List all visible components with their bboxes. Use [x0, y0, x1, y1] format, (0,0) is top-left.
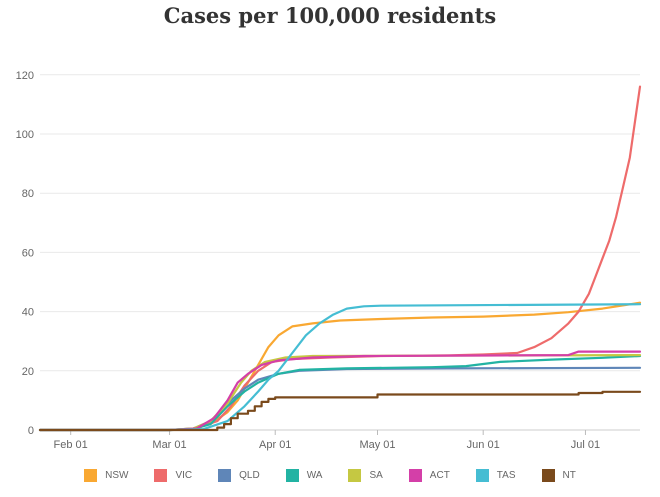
legend: NSW VIC QLD WA SA ACT TAS NT: [0, 469, 660, 482]
series-line-nsw: [38, 301, 642, 432]
legend-item-vic: VIC: [154, 469, 192, 482]
legend-swatch: [408, 469, 422, 482]
chart-title: Cases per 100,000 residents: [163, 3, 497, 28]
series-line-sa: [38, 354, 642, 432]
x-tick-label: Apr 01: [259, 439, 291, 451]
series-line-nt: [38, 390, 642, 432]
legend-item-sa: SA: [348, 469, 383, 482]
gridlines: [40, 74, 640, 431]
legend-item-wa: WA: [285, 469, 323, 482]
x-tick-label: May 01: [359, 439, 395, 451]
series-line-qld: [38, 366, 642, 432]
legend-label: NSW: [105, 470, 129, 481]
x-axis-ticks: Feb 01 Mar 01 Apr 01 May 01 Jun 01 Jul 01: [54, 430, 600, 451]
legend-swatch: [285, 469, 299, 482]
legend-item-qld: QLD: [218, 469, 260, 482]
legend-item-tas: TAS: [475, 469, 516, 482]
series-line-vic: [38, 85, 642, 432]
y-tick-label: 0: [28, 425, 34, 437]
y-tick-label: 40: [22, 307, 34, 319]
y-tick-label: 80: [22, 188, 34, 200]
x-tick-label: Mar 01: [152, 439, 186, 451]
series-lines: [38, 85, 642, 432]
legend-swatch: [541, 469, 555, 482]
y-tick-label: 60: [22, 247, 34, 259]
x-tick-label: Jun 01: [467, 439, 500, 451]
legend-swatch: [475, 469, 489, 482]
x-tick-label: Feb 01: [54, 439, 88, 451]
legend-label: QLD: [239, 470, 260, 481]
y-tick-label: 20: [22, 366, 34, 378]
series-line-tas: [38, 303, 642, 432]
legend-item-nsw: NSW: [84, 469, 128, 482]
legend-label: NT: [562, 470, 576, 481]
legend-swatch: [84, 469, 98, 482]
legend-item-nt: NT: [541, 469, 576, 482]
y-tick-label: 120: [16, 70, 34, 82]
legend-label: WA: [306, 470, 323, 481]
y-tick-label: 100: [16, 129, 34, 141]
legend-label: SA: [369, 470, 383, 481]
legend-swatch: [154, 469, 168, 482]
legend-swatch: [218, 469, 232, 482]
legend-label: VIC: [175, 470, 193, 481]
series-line-act: [38, 350, 642, 432]
legend-item-act: ACT: [408, 469, 450, 482]
y-axis-labels: 0 20 40 60 80 100 120: [16, 70, 34, 437]
x-tick-label: Jul 01: [571, 439, 600, 451]
legend-label: TAS: [496, 470, 516, 481]
legend-swatch: [348, 469, 362, 482]
legend-label: ACT: [429, 470, 450, 481]
